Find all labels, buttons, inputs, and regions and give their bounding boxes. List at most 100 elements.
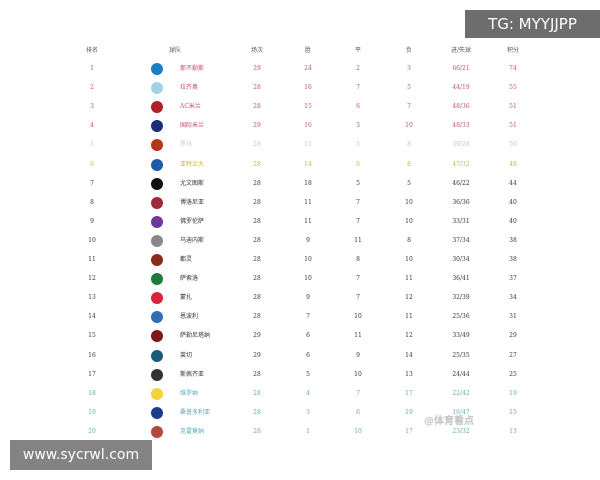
table-row[interactable]: 8 28 11 7 10 36/36 40 博洛尼亚: [70, 195, 540, 211]
table-row[interactable]: 15 29 6 11 12 33/49 29 萨勒尼塔纳: [70, 328, 540, 344]
cell-gf: 30/34: [452, 256, 470, 263]
table-row[interactable]: 10 28 9 11 8 37/34 38 乌迪内斯: [70, 233, 540, 249]
cell-pts: 25: [509, 370, 517, 378]
team-name[interactable]: 那不勒斯: [180, 65, 205, 72]
team-logo-icon: [151, 292, 163, 305]
cell-pts: 40: [509, 217, 517, 225]
header-goals: 进/失球: [450, 47, 472, 54]
table-row[interactable]: 14 28 7 10 11 25/36 31 恩波利: [70, 309, 540, 325]
table-row[interactable]: 9 28 11 7 10 33/31 40 佛罗伦萨: [70, 214, 540, 230]
cell-d: 10: [354, 313, 362, 321]
team-name[interactable]: 罗马: [180, 141, 193, 149]
cell-gf: 32/39: [452, 294, 470, 302]
cell-gf: 22/42: [452, 389, 470, 397]
cell-d: 8: [356, 256, 360, 263]
team-name[interactable]: AC米兰: [180, 103, 201, 111]
team-name[interactable]: 亚特兰大: [180, 160, 205, 168]
team-name[interactable]: 博洛尼亚: [180, 198, 205, 206]
cell-l: 3: [407, 65, 411, 72]
cell-p: 28: [253, 256, 261, 263]
team-name[interactable]: 尤文图斯: [180, 179, 205, 187]
cell-pts: 55: [509, 84, 517, 92]
table-row[interactable]: 11 28 10 8 10 30/34 38 都灵: [70, 252, 540, 268]
cell-l: 8: [407, 160, 411, 168]
table-row[interactable]: 4 29 16 3 10 48/33 51 国际米兰: [70, 118, 540, 134]
cell-rank: 3: [90, 103, 94, 111]
cell-gf: 66/21: [452, 65, 470, 72]
cell-pts: 50: [509, 141, 517, 149]
team-logo-icon: [151, 63, 163, 75]
cell-rank: 4: [90, 122, 94, 130]
table-row[interactable]: 2 28 16 7 5 44/19 55 拉齐奥: [70, 80, 540, 96]
team-name[interactable]: 恩波利: [180, 313, 199, 321]
table-row[interactable]: 13 28 9 7 12 32/39 34 蒙扎: [70, 290, 540, 306]
table-row[interactable]: 18 28 4 7 17 22/42 19 维罗纳: [70, 386, 540, 402]
cell-pts: 31: [509, 313, 517, 321]
cell-p: 28: [253, 84, 261, 92]
cell-w: 24: [304, 65, 312, 72]
cell-p: 29: [253, 122, 261, 130]
cell-gf: 23/32: [452, 427, 470, 435]
team-logo-icon: [151, 425, 163, 438]
cell-rank: 14: [88, 313, 96, 321]
cell-rank: 10: [88, 236, 96, 244]
cell-p: 29: [253, 65, 261, 72]
cell-pts: 29: [509, 332, 517, 340]
team-name[interactable]: 维罗纳: [180, 389, 199, 397]
team-name[interactable]: 斯佩齐亚: [180, 370, 205, 378]
team-logo-icon: [151, 215, 163, 228]
table-row[interactable]: 16 29 6 9 14 25/35 27 莱切: [70, 348, 540, 364]
header-won: 胜: [304, 47, 312, 54]
cell-rank: 13: [88, 294, 96, 302]
table-row[interactable]: 12 28 10 7 11 36/41 37 萨索洛: [70, 271, 540, 287]
team-name[interactable]: 拉齐奥: [180, 84, 199, 92]
cell-d: 7: [356, 275, 360, 283]
cell-d: 6: [356, 160, 360, 168]
cell-l: 8: [407, 236, 411, 244]
table-row[interactable]: 6 28 14 6 8 47/32 48 亚特兰大: [70, 157, 540, 173]
team-name[interactable]: 蒙扎: [180, 294, 193, 302]
table-row[interactable]: 1 29 24 2 3 66/21 74 那不勒斯: [70, 61, 540, 77]
team-name[interactable]: 萨勒尼塔纳: [180, 332, 211, 340]
team-name[interactable]: 乌迪内斯: [180, 236, 205, 244]
team-logo-icon: [151, 387, 163, 400]
team-name[interactable]: 佛罗伦萨: [180, 217, 205, 225]
team-name[interactable]: 莱切: [180, 351, 193, 359]
cell-d: 7: [356, 294, 360, 302]
cell-l: 17: [405, 389, 413, 397]
cell-d: 10: [354, 370, 362, 378]
header-played: 场次: [250, 47, 264, 54]
table-row[interactable]: 7 28 18 5 5 46/22 44 尤文图斯: [70, 176, 540, 192]
cell-l: 5: [407, 179, 411, 187]
team-name[interactable]: 克雷莫纳: [180, 427, 205, 435]
team-logo-icon: [151, 196, 163, 209]
cell-p: 28: [253, 103, 261, 111]
team-name[interactable]: 都灵: [180, 256, 193, 263]
cell-pts: 15: [509, 408, 517, 416]
team-logo-icon: [151, 406, 163, 419]
team-logo-icon: [151, 120, 163, 133]
cell-rank: 9: [90, 217, 94, 225]
table-row[interactable]: 3 28 15 6 7 48/36 51 AC米兰: [70, 99, 540, 115]
cell-d: 3: [356, 122, 360, 130]
team-name[interactable]: 萨索洛: [180, 275, 199, 283]
table-row[interactable]: 5 28 15 5 8 39/28 50 罗马: [70, 137, 540, 153]
cell-pts: 38: [509, 236, 517, 244]
cell-l: 10: [405, 256, 413, 263]
cell-gf: 33/31: [452, 217, 470, 225]
cell-rank: 2: [90, 84, 94, 92]
team-logo-icon: [151, 101, 163, 114]
team-logo-icon: [151, 82, 163, 95]
cell-l: 10: [405, 198, 413, 206]
table-row[interactable]: 19 28 3 6 19 16/47 15 桑普多利亚: [70, 405, 540, 421]
table-row[interactable]: 20 28 1 10 17 23/32 13 克雷莫纳: [70, 424, 540, 440]
site-overlay: www.sycrwl.com: [10, 440, 152, 470]
cell-rank: 19: [88, 408, 96, 416]
cell-p: 28: [253, 141, 261, 149]
table-row[interactable]: 17 28 5 10 13 24/44 25 斯佩齐亚: [70, 367, 540, 383]
team-name[interactable]: 桑普多利亚: [180, 408, 211, 416]
cell-p: 28: [253, 370, 261, 378]
team-name[interactable]: 国际米兰: [180, 122, 205, 130]
team-logo-icon: [151, 177, 163, 190]
cell-l: 14: [405, 351, 413, 359]
